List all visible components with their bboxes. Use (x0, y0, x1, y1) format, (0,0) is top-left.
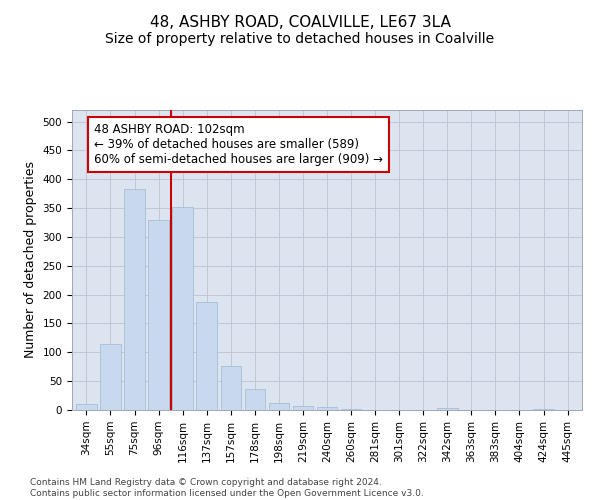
Bar (100, 344, 121, 410)
Bar (221, 366, 241, 410)
Bar (533, 409, 554, 410)
Text: 48, ASHBY ROAD, COALVILLE, LE67 3LA: 48, ASHBY ROAD, COALVILLE, LE67 3LA (149, 15, 451, 30)
Bar (76, 404, 97, 410)
Bar (269, 403, 289, 410)
Text: Contains HM Land Registry data © Crown copyright and database right 2024.
Contai: Contains HM Land Registry data © Crown c… (30, 478, 424, 498)
Bar (172, 207, 193, 410)
Text: 48 ASHBY ROAD: 102sqm
← 39% of detached houses are smaller (589)
60% of semi-det: 48 ASHBY ROAD: 102sqm ← 39% of detached … (94, 122, 383, 166)
Bar (293, 406, 313, 410)
Bar (124, 189, 145, 410)
Bar (148, 220, 169, 410)
Bar (245, 388, 265, 410)
Y-axis label: Number of detached properties: Number of detached properties (24, 162, 37, 358)
Bar (437, 408, 458, 410)
Bar (317, 407, 337, 410)
Bar (196, 302, 217, 410)
Text: Size of property relative to detached houses in Coalville: Size of property relative to detached ho… (106, 32, 494, 46)
